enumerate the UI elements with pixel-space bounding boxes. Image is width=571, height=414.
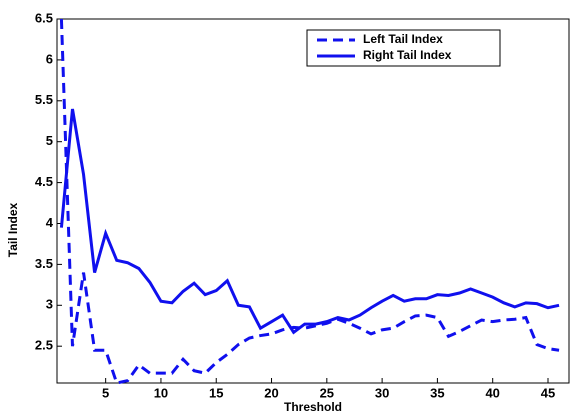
plot-area: [56, 18, 570, 384]
x-tick-label: 45: [541, 385, 555, 400]
y-tick-label: 4: [46, 215, 54, 230]
y-tick-label: 6.5: [35, 10, 53, 25]
x-tick-label: 5: [102, 385, 109, 400]
x-tick-label: 10: [154, 385, 168, 400]
x-tick-label: 40: [485, 385, 499, 400]
x-axis-label: Threshold: [284, 400, 342, 414]
y-tick-label: 2.5: [35, 338, 53, 353]
y-tick-label: 4.5: [35, 174, 53, 189]
y-tick-label: 3: [46, 297, 53, 312]
series-line: [59, 108, 560, 335]
x-tick-label: 30: [375, 385, 389, 400]
legend-label: Right Tail Index: [363, 48, 452, 62]
x-tick-label: 35: [430, 385, 444, 400]
y-tick-label: 6: [46, 51, 53, 66]
y-tick-label: 3.5: [35, 256, 53, 271]
x-tick-label: 20: [264, 385, 278, 400]
legend-box: [306, 29, 501, 67]
x-tick-label: 15: [209, 385, 223, 400]
y-tick-label: 5.5: [35, 92, 53, 107]
y-tick-label: 5: [46, 133, 53, 148]
series-line: [59, 18, 560, 385]
x-tick-label: 25: [320, 385, 334, 400]
y-axis-label: Tail Index: [6, 202, 20, 257]
legend-label: Left Tail Index: [363, 32, 443, 46]
